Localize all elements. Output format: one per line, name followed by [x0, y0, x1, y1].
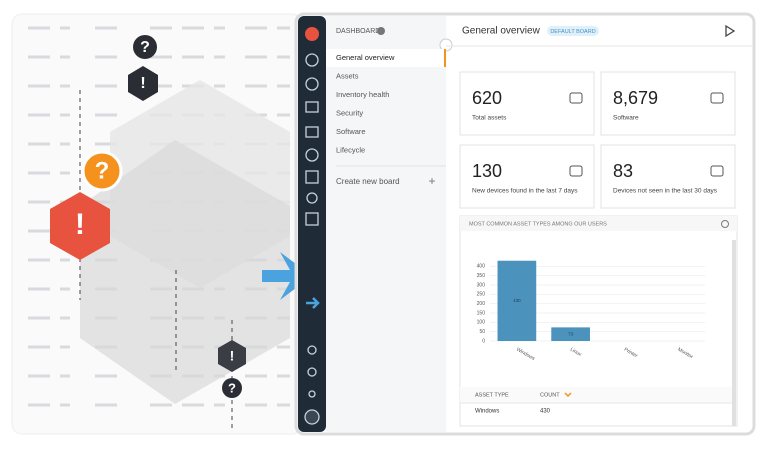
- stat-value: 8,679: [613, 88, 658, 108]
- stat-label: Software: [613, 115, 639, 122]
- y-tick-label: 150: [477, 310, 486, 316]
- nav-item[interactable]: Security: [336, 108, 363, 117]
- stat-icon: [569, 165, 583, 177]
- table-cell: 430: [540, 409, 551, 415]
- bar-label: 430: [513, 298, 521, 303]
- icon-glyph: !: [140, 75, 145, 92]
- icon-glyph: !: [230, 348, 235, 364]
- create-board[interactable]: Create new board: [336, 177, 400, 186]
- add-board[interactable]: +: [428, 174, 435, 188]
- table-header: ASSET TYPE: [475, 392, 509, 398]
- nav-item[interactable]: General overview: [336, 53, 395, 62]
- y-tick-label: 50: [479, 329, 485, 335]
- illustration: ? ! ? ! ! ?: [11, 13, 312, 435]
- y-tick-label: 400: [477, 264, 486, 270]
- stat-icon: [710, 165, 724, 177]
- stat-value: 130: [472, 161, 502, 181]
- nav-item[interactable]: Assets: [336, 71, 359, 80]
- y-tick-label: 250: [477, 292, 486, 298]
- nav-item[interactable]: Software: [336, 127, 366, 136]
- stat-card: [600, 144, 736, 209]
- y-tick-label: 350: [477, 273, 486, 279]
- bar: [497, 260, 537, 341]
- nav-panel: [326, 16, 446, 432]
- nav-item[interactable]: Lifecycle: [336, 145, 365, 154]
- stat-icon: [569, 92, 583, 104]
- bar: [551, 327, 590, 341]
- y-tick-label: 200: [477, 301, 486, 307]
- y-tick-label: 300: [477, 282, 486, 288]
- table-header: COUNT: [540, 392, 560, 398]
- stat-card: [459, 71, 595, 136]
- y-tick-label: 0: [482, 338, 485, 344]
- nav-section: DASHBOARD: [336, 28, 380, 35]
- icon-glyph: ?: [140, 39, 150, 56]
- table-cell: Windows: [475, 409, 499, 415]
- icon-glyph: ?: [228, 380, 236, 395]
- stat-card: [459, 144, 595, 209]
- icon-glyph: !: [75, 208, 85, 241]
- icon-glyph: ?: [95, 157, 110, 184]
- stat-label: Devices not seen in the last 30 days: [613, 188, 718, 195]
- icon-bar: [298, 16, 326, 432]
- stat-icon: [710, 92, 724, 104]
- stat-label: New devices found in the last 7 days: [472, 188, 578, 195]
- play-button[interactable]: [725, 24, 736, 38]
- bar-label: 73: [568, 331, 574, 336]
- x-tick-label: Linux: [569, 347, 583, 358]
- stat-value: 83: [613, 161, 633, 181]
- stat-card: [600, 71, 736, 136]
- chart-title: MOST COMMON ASSET TYPES AMONG OUR USERS: [469, 221, 607, 227]
- stat-value: 620: [472, 88, 502, 108]
- page-title: General overview: [462, 26, 541, 37]
- nav-item[interactable]: Inventory health: [336, 90, 389, 99]
- badge: DEFAULT BOARD: [550, 29, 595, 35]
- stat-label: Total assets: [472, 115, 507, 122]
- y-tick-label: 100: [477, 320, 486, 326]
